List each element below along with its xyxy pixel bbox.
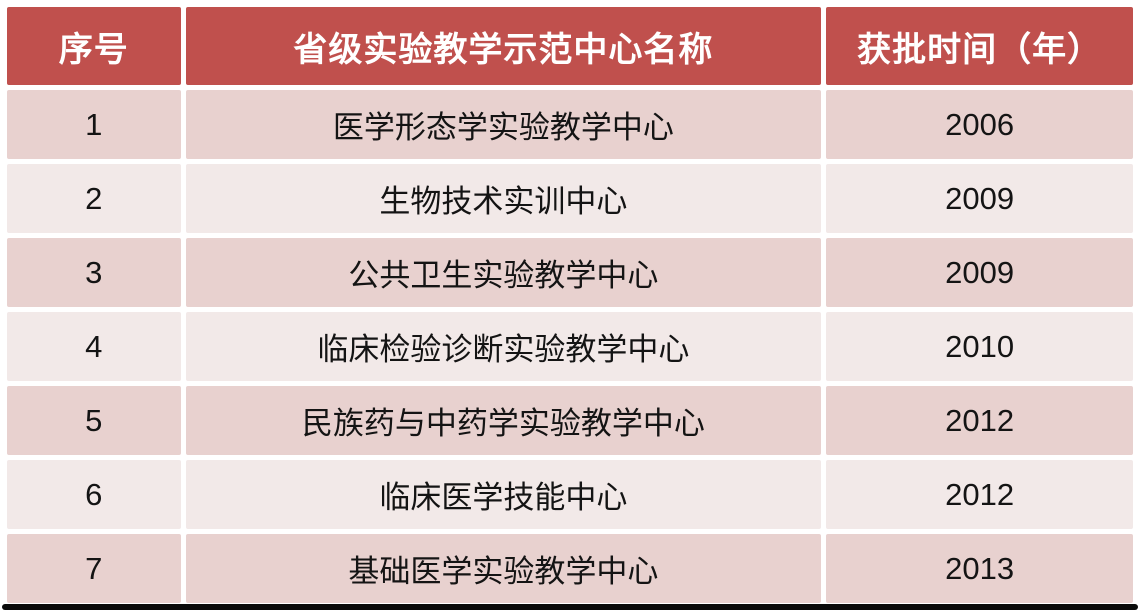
table-header-row: 序号 省级实验教学示范中心名称 获批时间（年） — [7, 7, 1133, 85]
header-cell-name: 省级实验教学示范中心名称 — [185, 7, 822, 85]
cell-no: 7 — [7, 534, 181, 603]
cell-name: 公共卫生实验教学中心 — [185, 238, 822, 307]
cell-year: 2009 — [826, 164, 1133, 233]
header-cell-no: 序号 — [7, 7, 181, 85]
cell-year: 2006 — [826, 90, 1133, 159]
cell-no: 4 — [7, 312, 181, 381]
table-row: 7 基础医学实验教学中心 2013 — [7, 534, 1133, 603]
cell-no: 5 — [7, 386, 181, 455]
table-row: 2 生物技术实训中心 2009 — [7, 164, 1133, 233]
table-row: 6 临床医学技能中心 2012 — [7, 460, 1133, 529]
table-row: 4 临床检验诊断实验教学中心 2010 — [7, 312, 1133, 381]
table-row: 1 医学形态学实验教学中心 2006 — [7, 90, 1133, 159]
cell-no: 3 — [7, 238, 181, 307]
table-row: 3 公共卫生实验教学中心 2009 — [7, 238, 1133, 307]
cell-name: 医学形态学实验教学中心 — [185, 90, 822, 159]
cell-year: 2012 — [826, 460, 1133, 529]
cell-no: 1 — [7, 90, 181, 159]
cell-no: 6 — [7, 460, 181, 529]
cell-year: 2010 — [826, 312, 1133, 381]
cell-year: 2012 — [826, 386, 1133, 455]
bottom-rule — [2, 604, 1138, 610]
table-row: 5 民族药与中药学实验教学中心 2012 — [7, 386, 1133, 455]
cell-name: 民族药与中药学实验教学中心 — [185, 386, 822, 455]
cell-year: 2009 — [826, 238, 1133, 307]
cell-name: 基础医学实验教学中心 — [185, 534, 822, 603]
cell-name: 临床医学技能中心 — [185, 460, 822, 529]
cell-name: 临床检验诊断实验教学中心 — [185, 312, 822, 381]
cell-year: 2013 — [826, 534, 1133, 603]
header-cell-year: 获批时间（年） — [826, 7, 1133, 85]
cell-no: 2 — [7, 164, 181, 233]
cell-name: 生物技术实训中心 — [185, 164, 822, 233]
